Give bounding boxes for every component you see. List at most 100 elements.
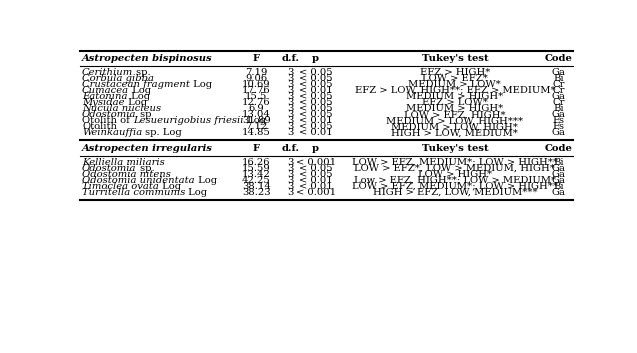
Text: Ga: Ga: [552, 92, 566, 101]
Text: < 0.01: < 0.01: [299, 176, 333, 185]
Text: Fs: Fs: [552, 122, 564, 131]
Text: 7.12: 7.12: [245, 122, 268, 131]
Text: d.f.: d.f.: [282, 144, 300, 153]
Text: Cumacea: Cumacea: [82, 86, 129, 95]
Text: LOW > EFZ, MEDIUM*; LOW > HIGH**: LOW > EFZ, MEDIUM*; LOW > HIGH**: [352, 157, 558, 167]
Text: < 0.01: < 0.01: [299, 116, 333, 125]
Text: sp: sp: [136, 110, 151, 119]
Text: 3: 3: [288, 110, 294, 119]
Text: Crustacean fragment: Crustacean fragment: [82, 80, 190, 89]
Text: LOW > HIGH*: LOW > HIGH*: [418, 170, 492, 179]
Text: 3: 3: [288, 164, 294, 173]
Text: F: F: [253, 144, 260, 153]
Text: < 0.001: < 0.001: [296, 188, 336, 197]
Text: 15.5: 15.5: [245, 92, 268, 101]
Text: < 0.05: < 0.05: [299, 104, 333, 113]
Text: EFZ > LOW*: EFZ > LOW*: [422, 98, 488, 107]
Text: 13.42: 13.42: [242, 170, 271, 179]
Text: Ga: Ga: [552, 68, 566, 77]
Text: Ga: Ga: [552, 170, 566, 179]
Text: Cr: Cr: [552, 98, 565, 107]
Text: Ga: Ga: [552, 110, 566, 119]
Text: Weinkauffia: Weinkauffia: [82, 128, 142, 137]
Text: Code: Code: [545, 54, 573, 63]
Text: 14.85: 14.85: [242, 128, 271, 137]
Text: F: F: [253, 54, 260, 63]
Text: < 0.05: < 0.05: [299, 74, 333, 83]
Text: Log: Log: [129, 86, 152, 95]
Text: sp.: sp.: [136, 164, 154, 173]
Text: p: p: [312, 144, 319, 153]
Text: 7.19: 7.19: [245, 68, 268, 77]
Text: Ga: Ga: [552, 176, 566, 185]
Text: Log: Log: [195, 176, 217, 185]
Text: Cr: Cr: [552, 86, 565, 95]
Text: 3: 3: [288, 74, 294, 83]
Text: 16.26: 16.26: [242, 157, 271, 167]
Text: Low > EFZ, HIGH**; LOW > MEDIUM*: Low > EFZ, HIGH**; LOW > MEDIUM*: [354, 176, 556, 185]
Text: LOW > EFZ, HIGH*: LOW > EFZ, HIGH*: [404, 110, 506, 119]
Text: 3: 3: [288, 188, 294, 197]
Text: d.f.: d.f.: [282, 54, 300, 63]
Text: Bi: Bi: [553, 74, 564, 83]
Text: Log: Log: [243, 116, 266, 125]
Text: Corbula gibba: Corbula gibba: [82, 74, 154, 83]
Text: 6.9: 6.9: [248, 104, 264, 113]
Text: Astropecten bispinosus: Astropecten bispinosus: [82, 54, 213, 63]
Text: 3: 3: [288, 68, 294, 77]
Text: EFZ > HIGH*: EFZ > HIGH*: [420, 68, 490, 77]
Text: LOW > EFZ*: LOW > EFZ*: [422, 74, 488, 83]
Text: Log: Log: [159, 182, 181, 191]
Text: sp. Log: sp. Log: [142, 128, 182, 137]
Text: 3: 3: [288, 122, 294, 131]
Text: 3: 3: [288, 128, 294, 137]
Text: Bi: Bi: [553, 157, 564, 167]
Text: < 0.05: < 0.05: [299, 110, 333, 119]
Text: Odostomia: Odostomia: [82, 164, 136, 173]
Text: sp.: sp.: [133, 68, 151, 77]
Text: < 0.05: < 0.05: [299, 80, 333, 89]
Text: 31.89: 31.89: [242, 116, 271, 125]
Text: Cr: Cr: [552, 80, 565, 89]
Text: < 0.01: < 0.01: [299, 182, 333, 191]
Text: < 0.01: < 0.01: [299, 128, 333, 137]
Text: 13.04: 13.04: [242, 110, 271, 119]
Text: < 0.05: < 0.05: [299, 164, 333, 173]
Text: < 0.001: < 0.001: [296, 157, 336, 167]
Text: 17.76: 17.76: [242, 86, 271, 95]
Text: Cerithium: Cerithium: [82, 68, 133, 77]
Text: 3: 3: [288, 86, 294, 95]
Text: < 0.05: < 0.05: [299, 98, 333, 107]
Text: < 0.05: < 0.05: [299, 68, 333, 77]
Text: Tukey's test: Tukey's test: [422, 54, 488, 63]
Text: Astropecten irregularis: Astropecten irregularis: [82, 144, 213, 153]
Text: 9.06: 9.06: [245, 74, 268, 83]
Text: Lesueurigobius friesii: Lesueurigobius friesii: [133, 116, 243, 125]
Text: Code: Code: [545, 144, 573, 153]
Text: 10.69: 10.69: [242, 80, 271, 89]
Text: Odostomia nitens: Odostomia nitens: [82, 170, 171, 179]
Text: MEDIUM > LOW, HIGH*: MEDIUM > LOW, HIGH*: [391, 122, 519, 131]
Text: 3: 3: [288, 104, 294, 113]
Text: Ga: Ga: [552, 128, 566, 137]
Text: Odostomia unidentata: Odostomia unidentata: [82, 176, 195, 185]
Text: Eatonina: Eatonina: [82, 92, 127, 101]
Text: Ga: Ga: [552, 188, 566, 197]
Text: Otolith of: Otolith of: [82, 116, 133, 125]
Text: < 0.05: < 0.05: [299, 170, 333, 179]
Text: 42.25: 42.25: [242, 176, 271, 185]
Text: 38.23: 38.23: [242, 188, 271, 197]
Text: 3: 3: [288, 176, 294, 185]
Text: 38.14: 38.14: [242, 182, 271, 191]
Text: Ga: Ga: [552, 164, 566, 173]
Text: HIGH > EFZ, LOW, MEDIUM***: HIGH > EFZ, LOW, MEDIUM***: [373, 188, 537, 197]
Text: < 0.05: < 0.05: [299, 122, 333, 131]
Text: Bi: Bi: [553, 182, 564, 191]
Text: HIGH > LOW, MEDIUM*: HIGH > LOW, MEDIUM*: [391, 128, 519, 137]
Text: Timoclea ovata: Timoclea ovata: [82, 182, 159, 191]
Text: 3: 3: [288, 92, 294, 101]
Text: < 0.05: < 0.05: [299, 92, 333, 101]
Text: MEDIUM > LOW, HIGH***: MEDIUM > LOW, HIGH***: [386, 116, 524, 125]
Text: Kelliella miliaris: Kelliella miliaris: [82, 157, 165, 167]
Text: 3: 3: [288, 170, 294, 179]
